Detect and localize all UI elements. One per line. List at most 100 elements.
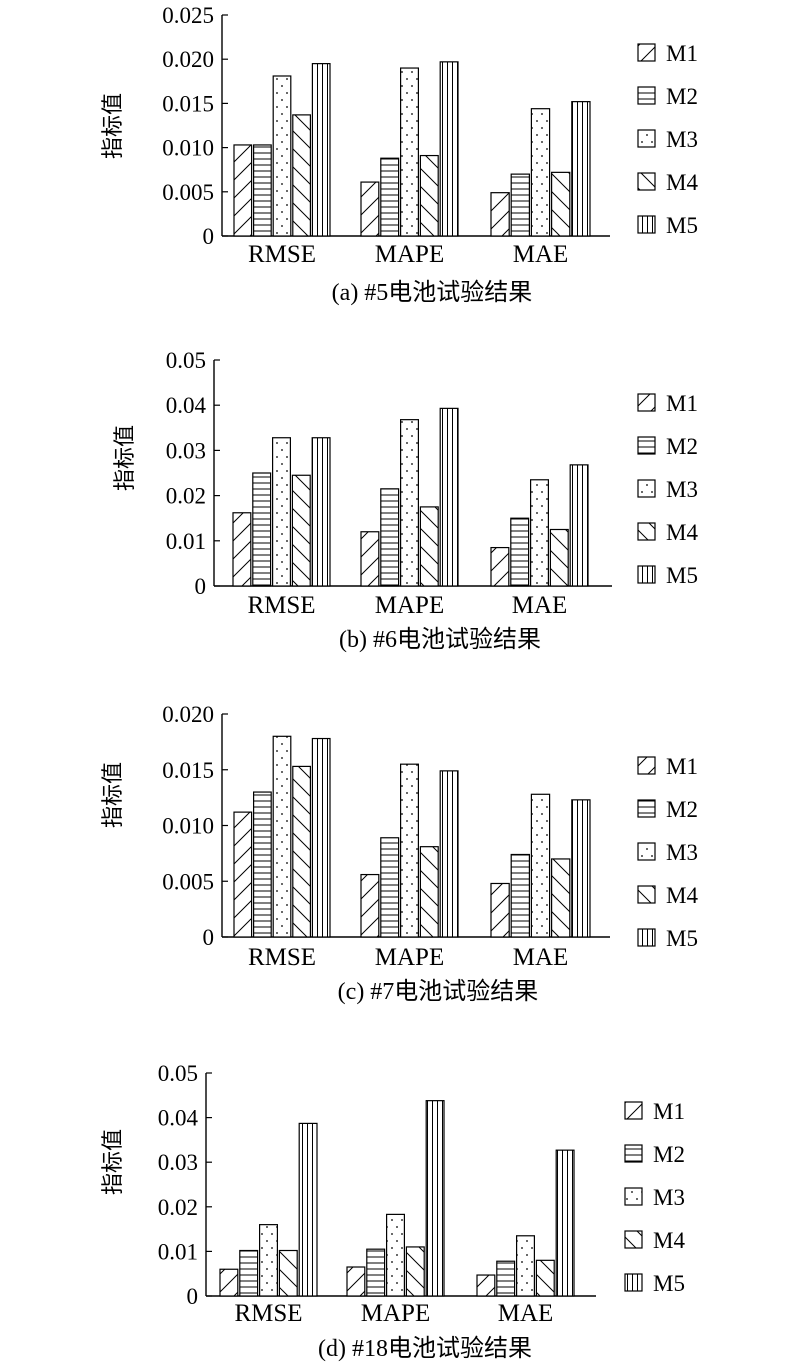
y-tick-label: 0 xyxy=(203,224,215,249)
y-tick-label: 0.020 xyxy=(162,702,214,727)
bar-mape-m3 xyxy=(400,763,420,938)
legend-swatch-m2 xyxy=(637,799,656,818)
y-axis-title: 指标值 xyxy=(101,1129,126,1195)
y-tick-label: 0.05 xyxy=(158,1061,198,1086)
bar-mae-m1 xyxy=(490,882,510,938)
bar-rmse-m1 xyxy=(219,1268,239,1297)
legend-swatch-m4 xyxy=(637,885,656,904)
bar-rmse-m5 xyxy=(311,437,331,587)
bar-rmse-m3 xyxy=(272,735,292,938)
legend-label-m4: M4 xyxy=(666,520,698,545)
bar-mae-m1 xyxy=(490,192,510,237)
bar-mape-m4 xyxy=(405,1246,425,1297)
x-category-label: RMSE xyxy=(248,944,316,971)
y-tick-label: 0.02 xyxy=(158,1195,198,1220)
legend-label-m2: M2 xyxy=(666,434,698,459)
bar-mape-m3 xyxy=(400,419,420,587)
bar-mae-m2 xyxy=(510,173,531,237)
bar-mape-m3 xyxy=(400,67,420,237)
y-tick-label: 0.025 xyxy=(162,3,214,28)
bar-rmse-m2 xyxy=(252,472,272,587)
y-tick-label: 0.020 xyxy=(162,47,214,72)
x-category-label: MAE xyxy=(513,944,569,971)
bar-mae-m3 xyxy=(530,793,551,938)
y-axis-title: 指标值 xyxy=(113,425,138,491)
bar-rmse-m4 xyxy=(278,1249,298,1297)
legend-label-m5: M5 xyxy=(666,213,698,238)
bar-rmse-m5 xyxy=(311,737,331,938)
chart-panel-4: 0 0.01 0.02 0.03 0.04 0.05 RMSE MAPE MAE 指标值 (d) #… xyxy=(101,1061,685,1362)
legend-swatch-m1 xyxy=(637,756,656,775)
bar-rmse-m4 xyxy=(291,474,311,587)
legend-swatch-m5 xyxy=(637,215,656,234)
legend-label-m2: M2 xyxy=(666,797,698,822)
bar-mape-m1 xyxy=(360,531,380,587)
bar-mae-m4 xyxy=(550,171,571,237)
bar-mape-m4 xyxy=(419,154,439,237)
bar-rmse-m1 xyxy=(233,811,253,938)
y-tick-label: 0.03 xyxy=(158,1150,198,1175)
x-category-label: MAPE xyxy=(375,241,444,268)
bar-rmse-m3 xyxy=(259,1224,279,1297)
bar-mape-m5 xyxy=(439,61,459,237)
y-tick-label: 0.01 xyxy=(166,529,206,554)
x-category-label: MAPE xyxy=(361,1300,430,1327)
x-category-label: MAPE xyxy=(375,944,444,971)
x-category-label: MAE xyxy=(513,241,569,268)
legend-label-m1: M1 xyxy=(653,1099,685,1124)
legend-swatch-m4 xyxy=(637,522,656,541)
bar-rmse-m5 xyxy=(311,63,331,237)
legend-swatch-m1 xyxy=(637,43,656,62)
legend-label-m1: M1 xyxy=(666,391,698,416)
bar-mape-m1 xyxy=(360,181,380,237)
y-axis-title: 指标值 xyxy=(101,93,126,159)
y-tick-label: 0.02 xyxy=(166,484,206,509)
bar-mape-m2 xyxy=(380,488,400,587)
bar-mae-m5 xyxy=(555,1149,575,1297)
legend-swatch-m2 xyxy=(624,1144,643,1163)
chart-panel-3: 0 0.005 0.010 0.015 0.020 RMSE MAPE MAE 指标值 (c) #… xyxy=(101,702,698,1005)
legend-label-m2: M2 xyxy=(653,1142,685,1167)
x-category-label: MAE xyxy=(512,592,568,619)
bar-mae-m2 xyxy=(510,517,530,587)
y-tick-label: 0.015 xyxy=(162,91,214,116)
bar-rmse-m2 xyxy=(253,144,272,237)
y-tick-label: 0.005 xyxy=(162,180,214,205)
legend-label-m3: M3 xyxy=(666,477,698,502)
bar-rmse-m4 xyxy=(292,765,311,938)
y-tick-label: 0.04 xyxy=(158,1106,199,1131)
legend-swatch-m1 xyxy=(637,393,656,412)
bar-mae-m1 xyxy=(490,546,510,587)
bar-mape-m5 xyxy=(439,407,459,587)
bar-mae-m3 xyxy=(530,108,551,237)
y-tick-label: 0 xyxy=(195,574,207,599)
bar-mape-m1 xyxy=(346,1266,366,1297)
x-category-label: RMSE xyxy=(234,1300,302,1327)
bar-mae-m3 xyxy=(515,1235,535,1297)
panel-caption: (a) #5电池试验结果 xyxy=(332,279,533,306)
y-axis-title: 指标值 xyxy=(101,762,126,828)
bar-rmse-m5 xyxy=(298,1122,318,1297)
bar-mae-m2 xyxy=(496,1260,516,1297)
panel-caption: (c) #7电池试验结果 xyxy=(338,978,539,1005)
bar-mape-m4 xyxy=(419,846,439,938)
bar-mape-m5 xyxy=(425,1100,445,1297)
bar-mae-m5 xyxy=(571,101,591,237)
y-tick-label: 0.01 xyxy=(158,1239,198,1264)
x-category-label: RMSE xyxy=(247,592,315,619)
bar-mape-m1 xyxy=(360,873,380,938)
panel-caption: (b) #6电池试验结果 xyxy=(339,626,541,653)
bar-mape-m2 xyxy=(380,157,400,237)
legend-swatch-m5 xyxy=(637,928,656,947)
legend-swatch-m3 xyxy=(637,129,656,148)
bar-mae-m5 xyxy=(569,464,589,587)
bar-rmse-m4 xyxy=(292,114,311,237)
chart-panel-2: 0 0.01 0.02 0.03 0.04 0.05 RMSE MAPE MAE 指标值 (b) #… xyxy=(113,348,698,653)
legend-label-m1: M1 xyxy=(666,754,698,779)
legend-label-m3: M3 xyxy=(666,127,698,152)
y-tick-label: 0.005 xyxy=(162,869,214,894)
y-tick-label: 0.010 xyxy=(162,136,214,161)
x-category-label: MAPE xyxy=(375,592,444,619)
chart-panel-1: 0 0.005 0.010 0.015 0.020 0.025 RMSE MAPE MAE 指标值… xyxy=(101,3,698,306)
legend-swatch-m4 xyxy=(637,172,656,191)
